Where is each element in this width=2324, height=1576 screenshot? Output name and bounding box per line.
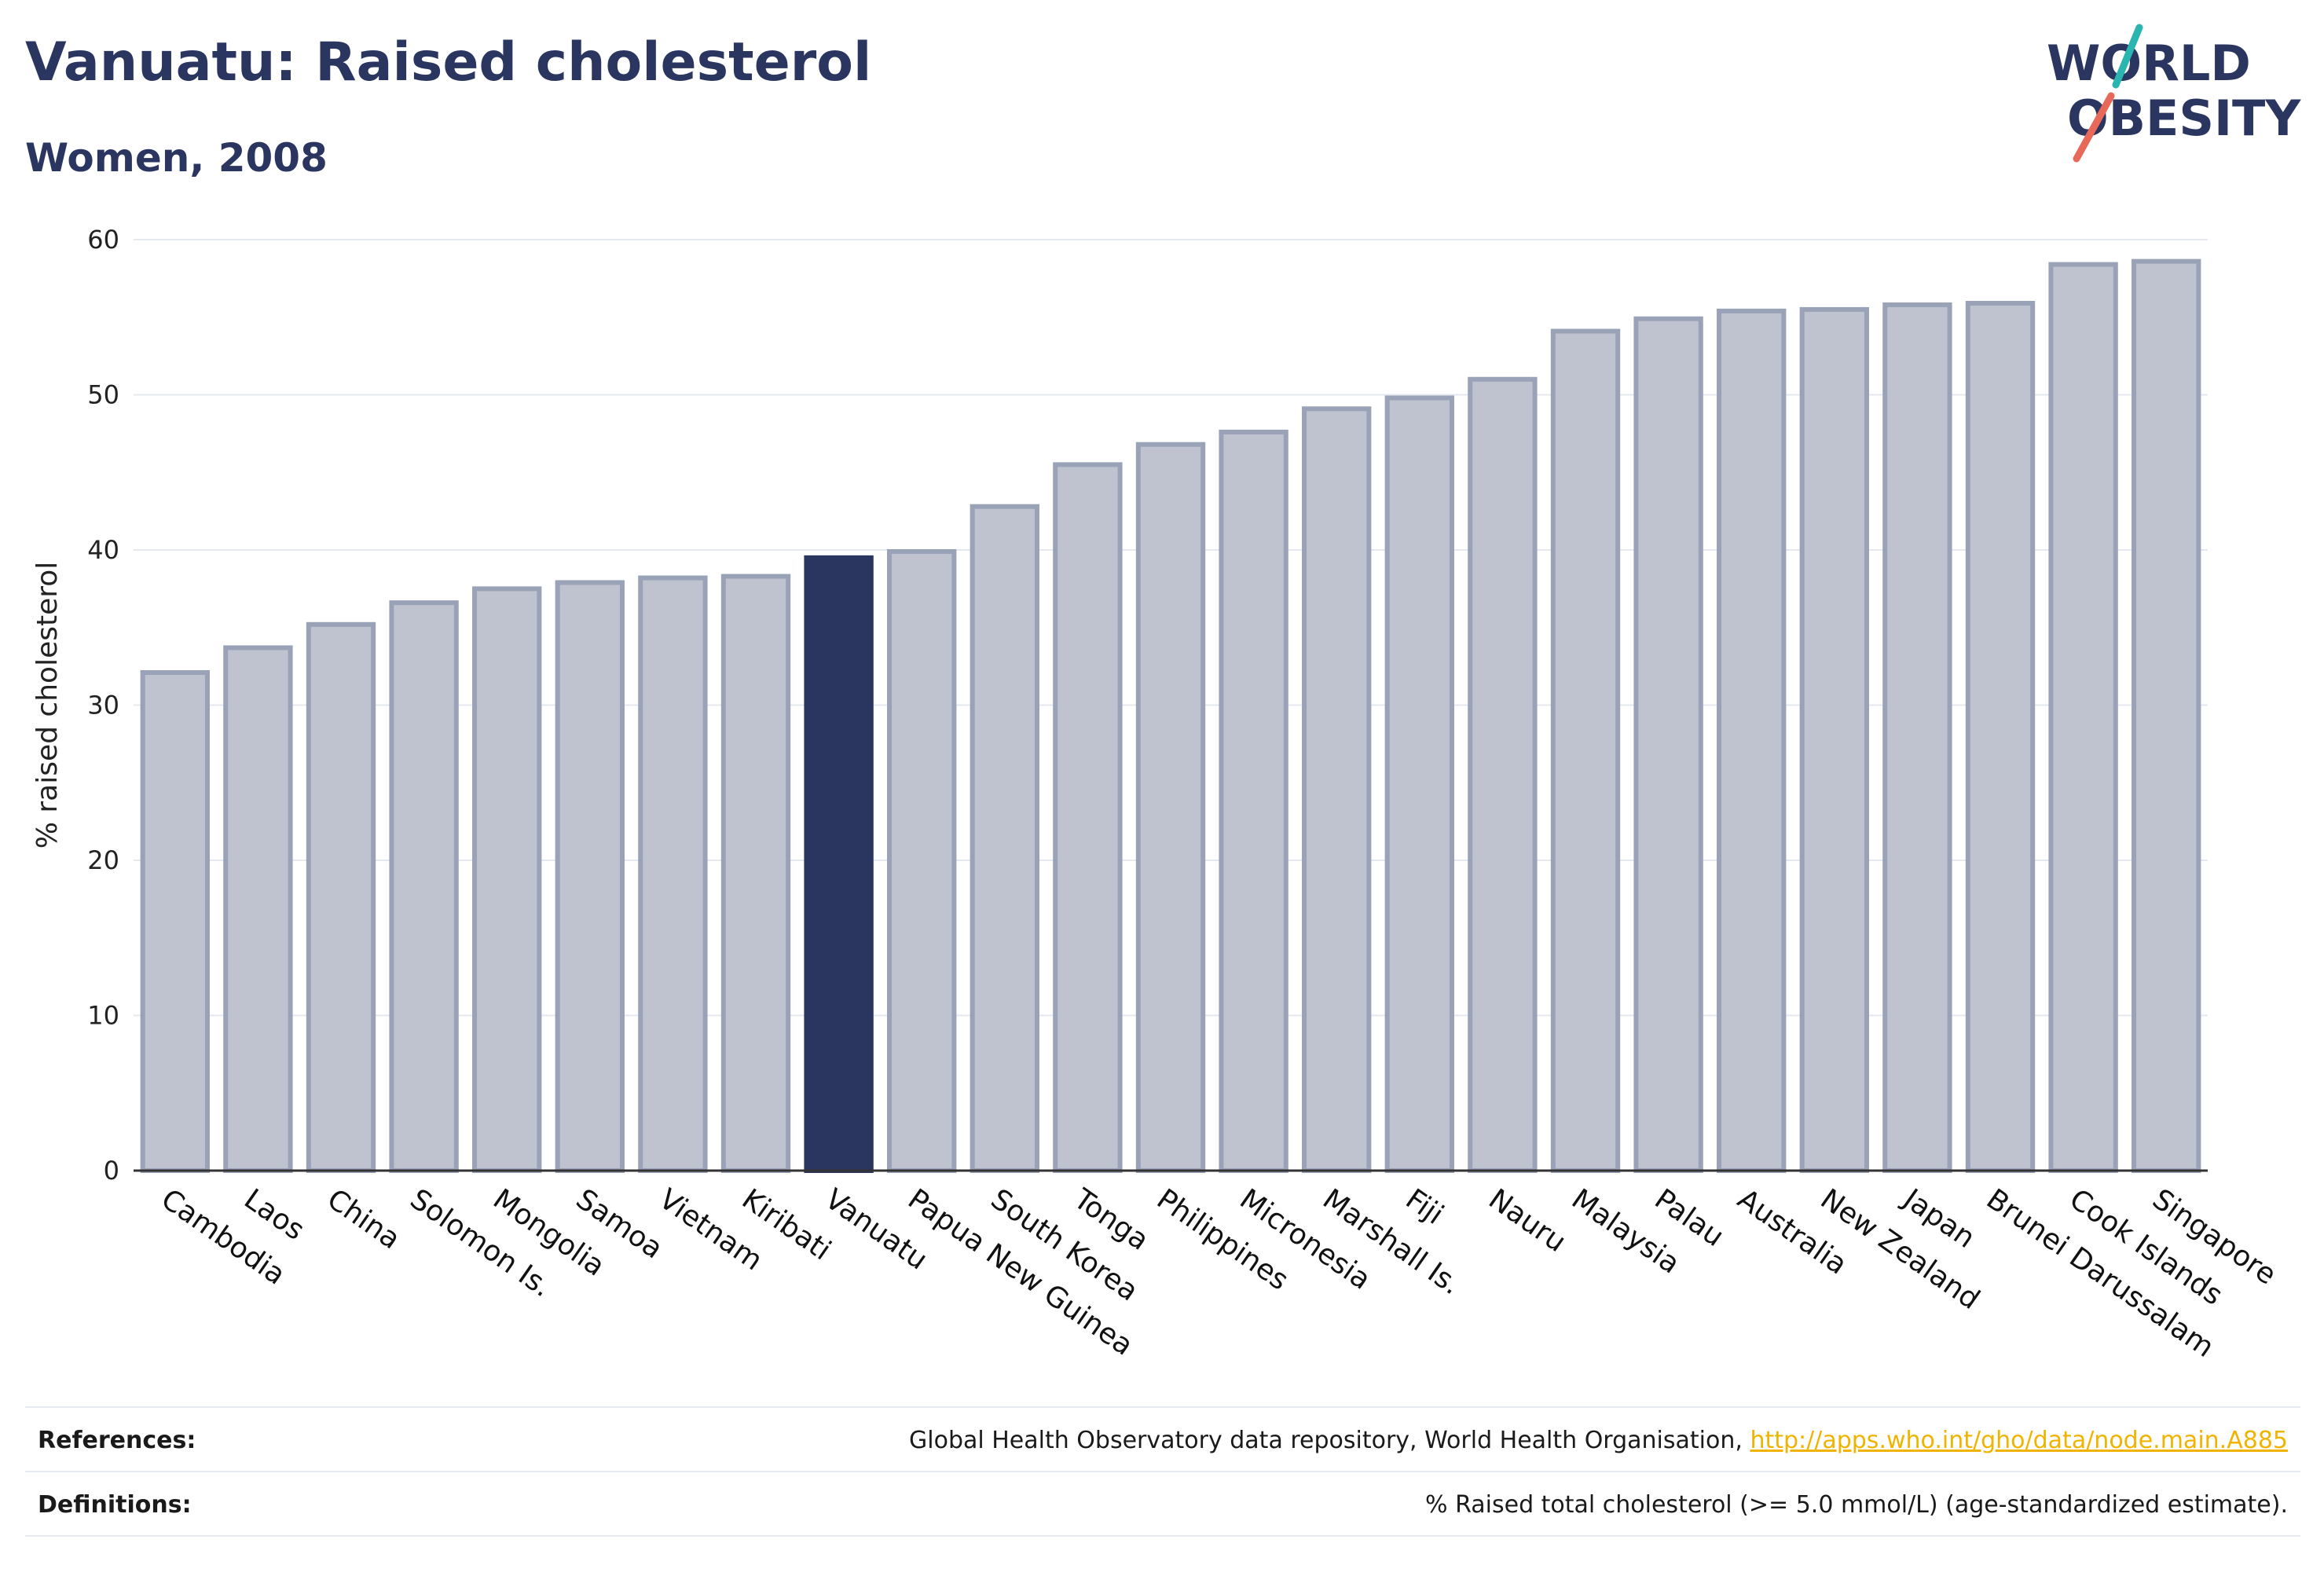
bar [887, 548, 957, 1173]
references-value: Global Health Observatory data repositor… [909, 1427, 2288, 1454]
bar [1384, 395, 1454, 1173]
x-tick-label: Solomon Is. [404, 1183, 557, 1304]
logo-slash-coral [2073, 92, 2115, 163]
bar [389, 600, 459, 1173]
x-tick-label: Nauru [1483, 1183, 1571, 1259]
bar [1633, 316, 1703, 1174]
y-tick-label: 40 [87, 535, 119, 565]
bar [555, 580, 625, 1173]
y-tick-label: 60 [87, 225, 119, 255]
logo-line1: WORLD [2047, 35, 2251, 92]
bar [1550, 328, 1621, 1173]
bar [306, 621, 376, 1173]
references-text: Global Health Observatory data repositor… [909, 1427, 1750, 1454]
y-axis-label: % raised cholesterol [31, 562, 64, 849]
bar [1882, 302, 1952, 1174]
bar [1717, 308, 1787, 1174]
footer-divider [25, 1406, 2300, 1408]
footer-divider [25, 1535, 2300, 1537]
references-label: References: [38, 1427, 196, 1454]
footer-divider [25, 1471, 2300, 1472]
bar [1799, 306, 1869, 1173]
references-link[interactable]: http://apps.who.int/gho/data/node.main.A… [1750, 1427, 2288, 1454]
chart-subtitle: Women, 2008 [25, 135, 328, 181]
x-tick-label: China [321, 1183, 406, 1256]
y-tick-label: 30 [87, 691, 119, 720]
bar [2132, 258, 2201, 1173]
y-tick-label: 10 [87, 1001, 119, 1031]
bar [140, 670, 210, 1173]
bar [638, 575, 708, 1173]
bar [1468, 376, 1538, 1173]
bar [970, 504, 1039, 1173]
bar [223, 645, 293, 1173]
chart-title: Vanuatu: Raised cholesterol [25, 31, 872, 93]
y-tick-label: 50 [87, 380, 119, 410]
bar [720, 574, 791, 1173]
definitions-value: % Raised total cholesterol (>= 5.0 mmol/… [1425, 1491, 2288, 1519]
definitions-label: Definitions: [38, 1491, 192, 1519]
y-tick-label: 0 [104, 1156, 119, 1186]
bar [1302, 406, 1372, 1173]
bar [472, 586, 542, 1173]
bar [1135, 442, 1206, 1173]
bar [1219, 429, 1288, 1173]
bar [1965, 300, 2036, 1174]
y-tick-label: 20 [87, 845, 119, 875]
bar [1053, 462, 1123, 1173]
world-obesity-logo: WORLD OBESITY [2047, 24, 2301, 163]
bar [2048, 262, 2118, 1174]
bar-highlight [804, 555, 874, 1173]
logo-slash-teal [2112, 24, 2143, 89]
x-tick-label: Fiji [1400, 1183, 1450, 1231]
